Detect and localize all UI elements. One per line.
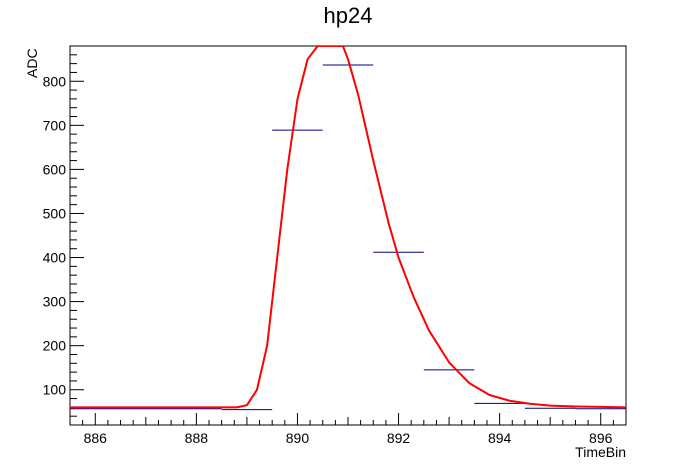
fit-series: [70, 46, 626, 409]
histogram-series: [70, 64, 626, 411]
x-tick-label: 888: [185, 430, 209, 446]
fit-curve: [70, 46, 626, 409]
y-tick-label: 400: [43, 250, 67, 266]
x-tick-label: 890: [286, 430, 310, 446]
chart-title: hp24: [324, 3, 373, 28]
plot-frame: [69, 45, 627, 426]
y-tick-label: 600: [43, 161, 67, 177]
y-tick-label: 800: [43, 73, 67, 89]
y-tick-label: 700: [43, 117, 67, 133]
y-tick-label: 500: [43, 205, 67, 221]
plot-border: [69, 45, 627, 426]
x-tick-label: 896: [589, 430, 613, 446]
y-tick-label: 300: [43, 294, 67, 310]
y-tick-label: 200: [43, 338, 67, 354]
x-axis-label: TimeBin: [575, 444, 626, 460]
x-tick-label: 892: [387, 430, 411, 446]
x-tick-label: 886: [84, 430, 108, 446]
axis-ticks: [69, 45, 627, 426]
y-axis-label: ADC: [24, 48, 40, 78]
x-tick-label: 894: [488, 430, 512, 446]
y-tick-label: 100: [43, 382, 67, 398]
tick-labels: 886 888 890 892 894 896 100 200 300 400 500 600 700 8…: [43, 73, 613, 446]
